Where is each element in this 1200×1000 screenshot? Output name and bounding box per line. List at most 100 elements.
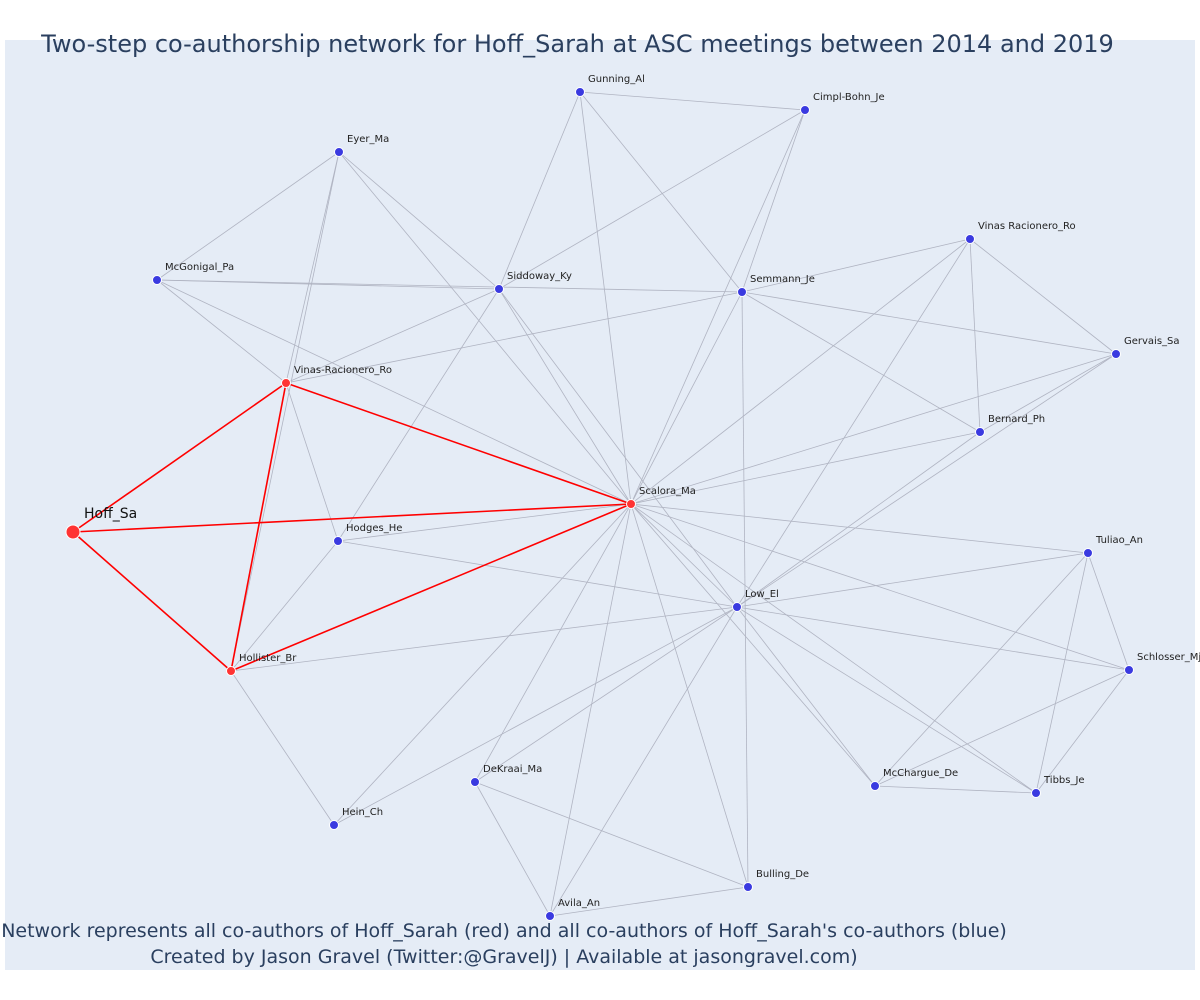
node-mcchargue-de[interactable] [870, 781, 880, 791]
node-label-mcgonigal-pa: McGonigal_Pa [165, 262, 234, 273]
edge-schlosser-mj-mcchargue-de [874, 669, 1130, 787]
edge-low-el-tuliao-an [736, 552, 1089, 608]
edge-scalora-ma-bulling-de [630, 503, 749, 888]
edge-hoff-sa-hollister-br [72, 531, 232, 672]
edge-low-el-hein-ch [333, 606, 738, 826]
edge-cimpl-bohn-je-scalora-ma [630, 109, 806, 505]
edge-tuliao-an-schlosser-mj [1087, 552, 1130, 671]
node-scalora-ma[interactable] [626, 499, 636, 509]
edge-eyer-ma-scalora-ma [338, 151, 632, 505]
edge-gervais-sa-bernard-ph [979, 353, 1117, 433]
edge-hollister-br-hein-ch [230, 670, 335, 826]
node-hoff-sa[interactable] [65, 524, 81, 540]
node-bulling-de[interactable] [743, 882, 753, 892]
edge-scalora-ma-dekraai-ma [474, 503, 632, 783]
node-label-hollister-br: Hollister_Br [239, 653, 297, 664]
node-label-hodges-he: Hodges_He [346, 523, 402, 534]
edge-vinas-racionero-ro-bernard-ph [969, 238, 981, 433]
node-cimpl-bohn-je[interactable] [800, 105, 810, 115]
node-semmann-je[interactable] [737, 287, 747, 297]
node-label-scalora-ma: Scalora_Ma [639, 486, 696, 497]
edge-low-el-tibbs-je [736, 606, 1037, 794]
edge-vinas-racionero-ro-gervais-sa [969, 238, 1117, 355]
node-label-hein-ch: Hein_Ch [342, 807, 383, 818]
edge-semmann-je-vinas-racionero-ro [285, 291, 743, 384]
edge-mcgonigal-pa-vinas-racionero-ro [156, 279, 287, 384]
node-eyer-ma[interactable] [334, 147, 344, 157]
node-gervais-sa[interactable] [1111, 349, 1121, 359]
node-mcgonigal-pa[interactable] [152, 275, 162, 285]
edge-semmann-je-gervais-sa [741, 291, 1117, 355]
edge-mcchargue-de-tibbs-je [874, 785, 1037, 794]
node-label-gunning-al: Gunning_Al [588, 74, 645, 85]
edge-siddoway-ky-hodges-he [337, 288, 500, 542]
node-gunning-al[interactable] [575, 87, 585, 97]
edge-gunning-al-siddoway-ky [498, 91, 581, 290]
chart-title: Two-step co-authorship network for Hoff_… [41, 30, 1114, 58]
node-label-semmann-je: Semmann_Je [750, 274, 815, 285]
edge-avila-an-bulling-de [549, 886, 749, 917]
node-label-mcchargue-de: McChargue_De [883, 768, 958, 779]
edge-tuliao-an-mcchargue-de [874, 552, 1089, 787]
edge-vinas-racionero-ro-scalora-ma [285, 382, 632, 505]
edge-eyer-ma-hollister-br [230, 151, 340, 672]
node-label-vinas-racionero-ro: Vinas-Racionero_Ro [294, 365, 392, 376]
edge-hollister-br-low-el [230, 606, 738, 672]
node-bernard-ph[interactable] [975, 427, 985, 437]
edge-gunning-al-semmann-je [579, 91, 743, 293]
node-avila-an[interactable] [545, 911, 555, 921]
edge-cimpl-bohn-je-semmann-je [741, 109, 806, 293]
node-vinas-racionero-ro[interactable] [281, 378, 291, 388]
edge-scalora-ma-low-el [630, 503, 738, 608]
edge-hodges-he-low-el [337, 540, 738, 608]
edge-gervais-sa-scalora-ma [630, 353, 1117, 505]
node-tuliao-an[interactable] [1083, 548, 1093, 558]
node-tibbs-je[interactable] [1031, 788, 1041, 798]
node-label-eyer-ma: Eyer_Ma [347, 134, 389, 145]
node-label-siddoway-ky: Siddoway_Ky [507, 271, 572, 282]
edge-hodges-he-vinas-racionero-ro [285, 382, 339, 542]
edge-siddoway-ky-low-el [498, 288, 738, 608]
node-label-bernard-ph: Bernard_Ph [988, 414, 1045, 425]
node-hodges-he[interactable] [333, 536, 343, 546]
nodes-layer [65, 87, 1134, 921]
edge-low-el-mcchargue-de [736, 606, 876, 787]
edge-dekraai-ma-bulling-de [474, 781, 749, 888]
edge-vinas-racionero-ro-scalora-ma [630, 238, 971, 505]
edge-scalora-ma-tuliao-an [630, 503, 1089, 554]
edge-gunning-al-cimpl-bohn-je [579, 91, 806, 111]
edges-layer [72, 91, 1130, 917]
labels-layer: Hoff_Sa Vinas-Racionero_Ro Hollister_Br Sca… [84, 74, 1200, 909]
edge-scalora-ma-mcchargue-de [630, 503, 876, 787]
node-label-cimpl-bohn-je: Cimpl-Bohn_Je [813, 92, 885, 103]
node-vinas-racionero-ro[interactable] [965, 234, 975, 244]
node-hollister-br[interactable] [226, 666, 236, 676]
node-label-schlosser-mj: Schlosser_Mj [1137, 652, 1200, 663]
edge-vinas-racionero-ro-hollister-br [230, 382, 287, 672]
node-schlosser-mj[interactable] [1124, 665, 1134, 675]
node-label-dekraai-ma: DeKraai_Ma [483, 764, 542, 775]
node-hein-ch[interactable] [329, 820, 339, 830]
node-label-tuliao-an: Tuliao_An [1095, 535, 1143, 546]
edge-scalora-ma-avila-an [549, 503, 632, 917]
edge-eyer-ma-mcgonigal-pa [156, 151, 340, 281]
edge-scalora-ma-hein-ch [333, 503, 632, 826]
caption-line-2: Created by Jason Gravel (Twitter:@Gravel… [150, 946, 858, 968]
edge-hoff-sa-vinas-racionero-ro [72, 382, 287, 533]
edge-schlosser-mj-tibbs-je [1035, 669, 1130, 794]
node-low-el[interactable] [732, 602, 742, 612]
edge-gervais-sa-low-el [736, 353, 1117, 608]
edge-hoff-sa-scalora-ma [72, 503, 632, 533]
node-dekraai-ma[interactable] [470, 777, 480, 787]
edge-low-el-dekraai-ma [474, 606, 738, 783]
edge-scalora-ma-schlosser-mj [630, 503, 1130, 671]
node-label-avila-an: Avila_An [558, 898, 600, 909]
edge-hodges-he-hollister-br [230, 540, 339, 672]
node-siddoway-ky[interactable] [494, 284, 504, 294]
edge-bernard-ph-low-el [736, 431, 981, 608]
edge-low-el-schlosser-mj [736, 606, 1130, 671]
node-label-low-el: Low_El [745, 589, 779, 600]
edge-siddoway-ky-scalora-ma [498, 288, 632, 505]
edge-hollister-br-scalora-ma [230, 503, 632, 672]
